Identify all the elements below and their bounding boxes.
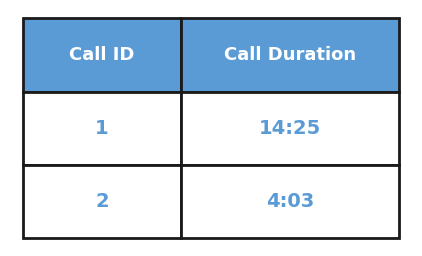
Text: 2: 2 <box>95 192 109 211</box>
Bar <box>23 92 181 165</box>
Text: Call Duration: Call Duration <box>224 46 356 64</box>
Bar <box>181 165 399 238</box>
Text: 4:03: 4:03 <box>266 192 314 211</box>
Text: 1: 1 <box>95 119 109 138</box>
Bar <box>23 165 181 238</box>
Bar <box>23 18 181 92</box>
Bar <box>181 92 399 165</box>
Text: Call ID: Call ID <box>69 46 135 64</box>
Text: 14:25: 14:25 <box>259 119 321 138</box>
Bar <box>181 18 399 92</box>
